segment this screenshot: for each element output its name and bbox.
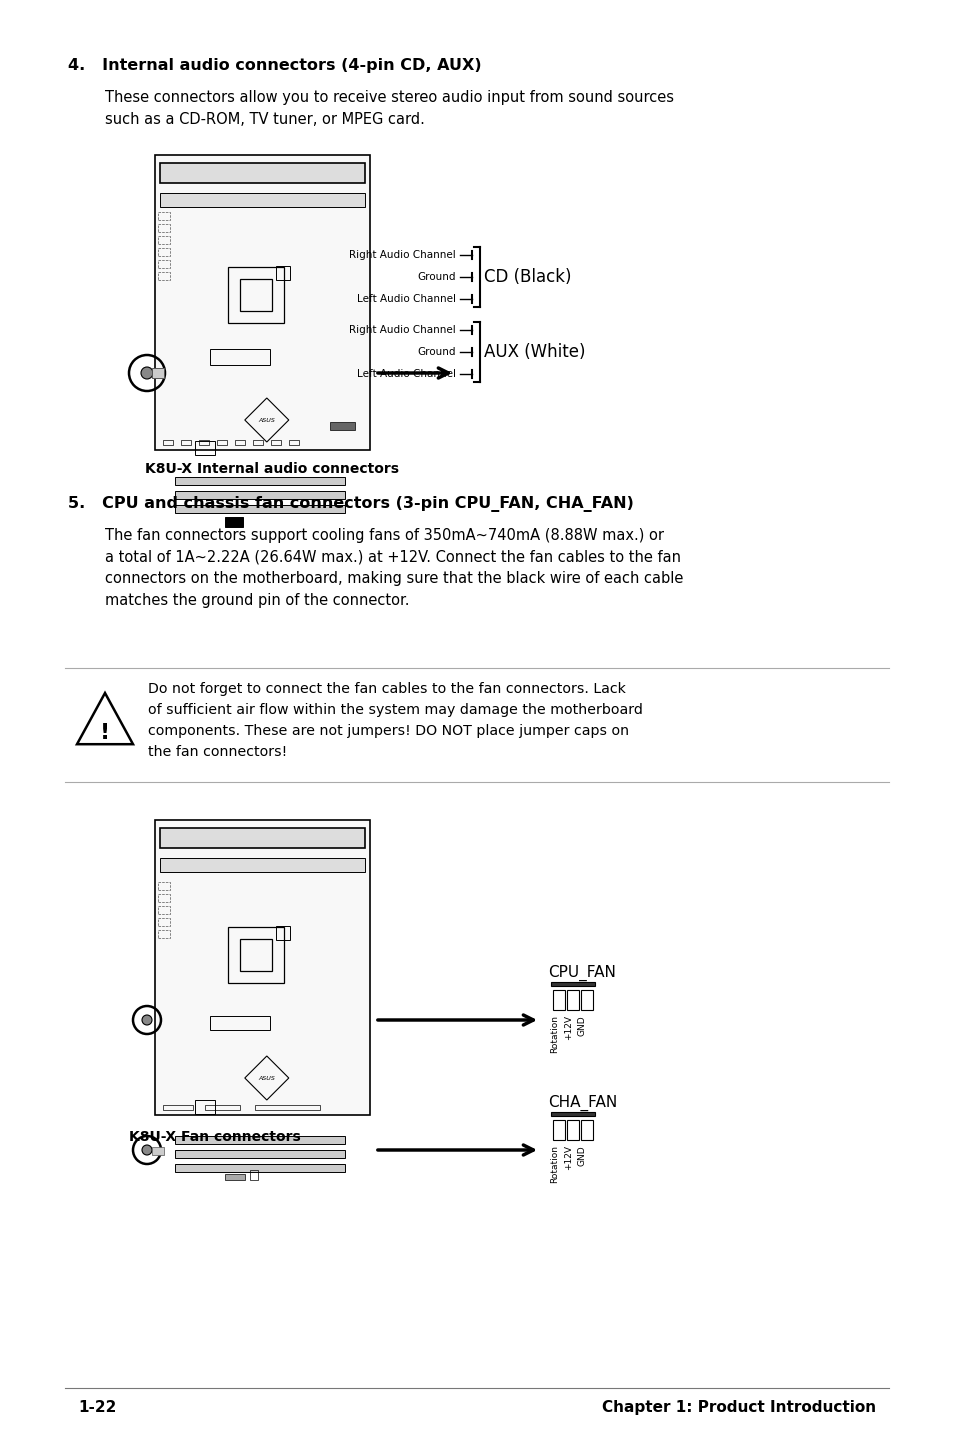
Bar <box>551 1112 595 1116</box>
Text: !: ! <box>100 723 110 743</box>
Text: CPU_FAN: CPU_FAN <box>547 965 616 981</box>
Bar <box>158 881 170 890</box>
Text: Right Audio Channel: Right Audio Channel <box>349 325 456 335</box>
Text: GND: GND <box>578 1015 586 1035</box>
Circle shape <box>142 1145 152 1155</box>
Text: Ground: Ground <box>417 272 456 282</box>
Text: Right Audio Channel: Right Audio Channel <box>349 250 456 260</box>
Bar <box>158 224 170 232</box>
Bar <box>158 260 170 267</box>
Text: The fan connectors support cooling fans of 350mA~740mA (8.88W max.) or
a total o: The fan connectors support cooling fans … <box>105 528 682 608</box>
Text: Chapter 1: Product Introduction: Chapter 1: Product Introduction <box>601 1401 875 1415</box>
Text: Rotation: Rotation <box>550 1015 558 1053</box>
Bar <box>553 989 564 1009</box>
Text: 5.   CPU and chassis fan connectors (3-pin CPU_FAN, CHA_FAN): 5. CPU and chassis fan connectors (3-pin… <box>68 496 633 512</box>
Text: ASUS: ASUS <box>258 1076 275 1080</box>
Bar <box>194 1100 214 1114</box>
Bar <box>174 505 345 513</box>
Bar <box>225 1173 245 1181</box>
Text: Left Audio Channel: Left Audio Channel <box>356 370 456 380</box>
Bar <box>158 917 170 926</box>
Text: 4.   Internal audio connectors (4-pin CD, AUX): 4. Internal audio connectors (4-pin CD, … <box>68 58 481 73</box>
Circle shape <box>142 1015 152 1025</box>
Bar <box>580 989 593 1009</box>
Bar <box>225 518 243 526</box>
Bar <box>580 1120 593 1140</box>
Bar <box>253 440 263 444</box>
Circle shape <box>141 367 152 380</box>
Bar <box>250 1171 257 1181</box>
Bar <box>566 989 578 1009</box>
Bar <box>163 440 172 444</box>
Bar <box>174 1150 345 1158</box>
Bar <box>174 1136 345 1145</box>
Bar <box>551 982 595 986</box>
Text: ASUS: ASUS <box>258 417 275 423</box>
Bar <box>566 1120 578 1140</box>
Bar <box>158 894 170 902</box>
Bar <box>289 440 298 444</box>
Text: Ground: Ground <box>417 347 456 357</box>
Bar <box>234 440 245 444</box>
Bar <box>240 279 272 311</box>
Bar <box>158 906 170 915</box>
Bar <box>158 236 170 244</box>
Text: K8U-X Fan connectors: K8U-X Fan connectors <box>129 1130 300 1145</box>
Bar <box>152 1148 164 1155</box>
Bar <box>210 349 270 365</box>
Text: GND: GND <box>578 1145 586 1166</box>
Bar <box>228 267 284 324</box>
Bar <box>158 247 170 256</box>
Bar <box>205 1104 240 1110</box>
Text: +12V: +12V <box>563 1145 573 1171</box>
Text: 1-22: 1-22 <box>78 1401 116 1415</box>
Text: +12V: +12V <box>563 1015 573 1040</box>
Bar <box>163 1104 193 1110</box>
Bar <box>275 926 290 940</box>
Bar <box>210 1017 270 1030</box>
Text: Left Audio Channel: Left Audio Channel <box>356 293 456 303</box>
Bar <box>174 1163 345 1172</box>
Text: Rotation: Rotation <box>550 1145 558 1183</box>
Bar <box>553 1120 564 1140</box>
Bar <box>160 828 365 848</box>
Bar <box>330 421 355 430</box>
Text: K8U-X Internal audio connectors: K8U-X Internal audio connectors <box>146 462 399 476</box>
Bar <box>154 820 370 1114</box>
Bar <box>174 477 345 485</box>
Bar <box>154 155 370 450</box>
Bar <box>160 162 365 183</box>
Bar <box>240 939 272 971</box>
Text: CHA_FAN: CHA_FAN <box>547 1094 617 1112</box>
Text: These connectors allow you to receive stereo audio input from sound sources
such: These connectors allow you to receive st… <box>105 91 673 127</box>
Bar <box>160 858 365 871</box>
Bar <box>181 440 191 444</box>
Bar <box>228 928 284 984</box>
Bar <box>160 193 365 207</box>
Bar <box>199 440 209 444</box>
Bar <box>275 266 290 280</box>
Bar <box>152 368 164 378</box>
Text: AUX (White): AUX (White) <box>483 344 585 361</box>
Bar <box>174 490 345 499</box>
Bar <box>158 211 170 220</box>
Bar <box>271 440 281 444</box>
Text: CD (Black): CD (Black) <box>483 267 571 286</box>
Bar <box>158 272 170 280</box>
Text: Do not forget to connect the fan cables to the fan connectors. Lack
of sufficien: Do not forget to connect the fan cables … <box>148 682 642 759</box>
Bar <box>216 440 227 444</box>
Bar <box>254 1104 319 1110</box>
Bar <box>194 441 214 454</box>
Bar <box>158 930 170 938</box>
